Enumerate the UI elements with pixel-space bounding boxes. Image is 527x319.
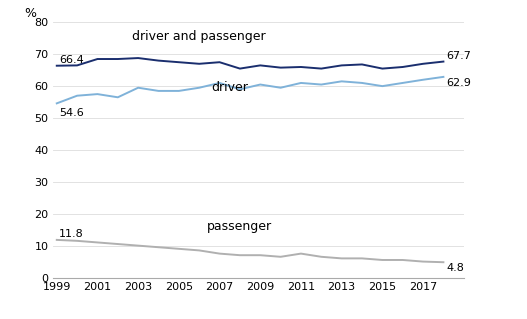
Text: 66.4: 66.4 [59,55,84,65]
Text: 62.9: 62.9 [446,78,471,88]
Text: 67.7: 67.7 [446,51,471,61]
Text: %: % [24,7,36,20]
Text: passenger: passenger [207,220,272,233]
Text: driver: driver [211,81,248,94]
Text: driver and passenger: driver and passenger [132,30,266,43]
Text: 54.6: 54.6 [59,108,84,118]
Text: 4.8: 4.8 [446,263,464,273]
Text: 11.8: 11.8 [59,229,84,239]
